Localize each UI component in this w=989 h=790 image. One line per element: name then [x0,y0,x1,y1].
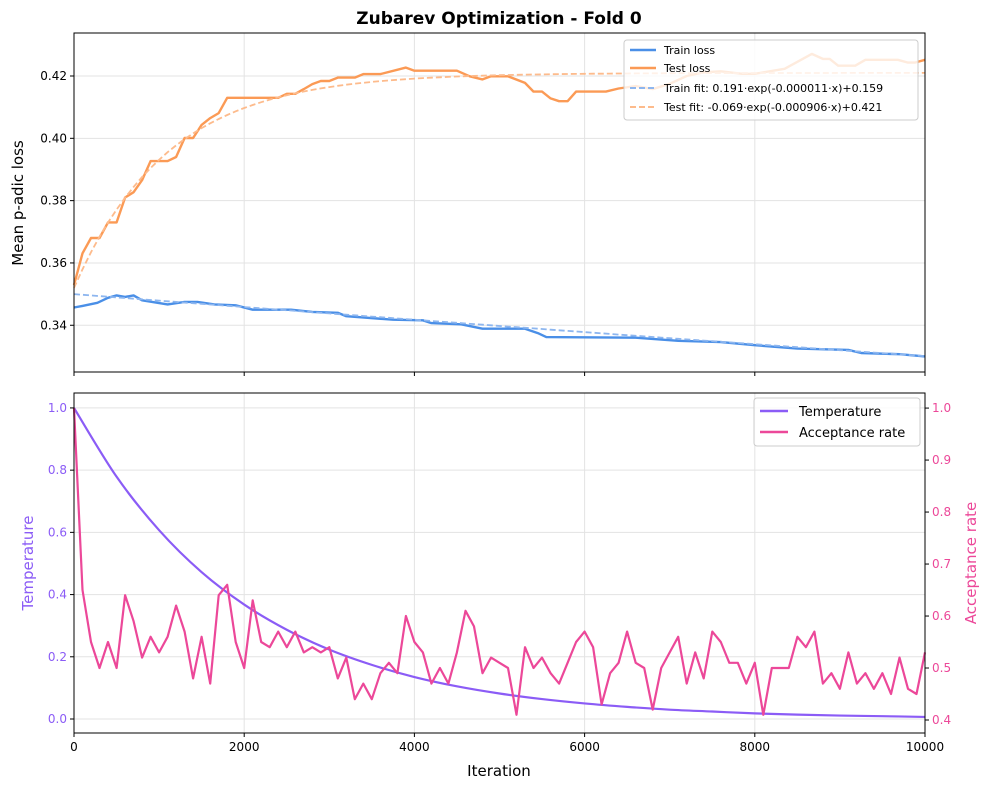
top-axes-frame [73,32,926,373]
legend-label-test-loss: Test loss [663,62,711,75]
right-y-tick-label: 0.7 [932,557,951,571]
chart-title: Zubarev Optimization - Fold 0 [356,9,642,29]
right-y-tick-label: 1.0 [932,401,951,415]
x-tick-label: 8000 [740,740,771,754]
right-y-tick-label: 0.9 [932,453,951,467]
left-y-tick-label: 0.4 [48,588,67,602]
legend-label-train-loss: Train loss [663,44,715,57]
right-y-tick-label: 0.6 [932,609,951,623]
bottom-plot-lines [72,407,927,719]
left-y-tick-label: 0.0 [48,712,67,726]
bottom-left-y-axis-label: Temperature [19,515,37,611]
left-y-tick-label: 1.0 [48,401,67,415]
right-y-tick-label: 0.8 [932,505,951,519]
legend-label-acceptance-rate: Acceptance rate [799,426,905,441]
y-tick-label: 0.34 [40,318,67,332]
bottom-axes-frame [73,392,926,734]
x-tick-label: 2000 [229,740,260,754]
bottom-right-y-axis-label: Acceptance rate [962,502,980,625]
legend-label-temperature: Temperature [798,405,881,420]
left-y-tick-label: 0.6 [48,525,67,539]
axis-ticks: 0.34 0.36 0.38 0.40 0.42 0 2000 4000 6000 8000 100… [40,69,951,754]
x-axis-label: Iteration [467,762,531,780]
legend-label-train-fit: Train fit: 0.191·exp(-0.000011·x)+0.159 [663,82,883,95]
y-tick-label: 0.42 [40,69,67,83]
left-y-tick-label: 0.8 [48,463,67,477]
bottom-legend: Temperature Acceptance rate [753,397,921,447]
top-y-axis-label: Mean p-adic loss [9,140,27,266]
right-y-tick-label: 0.5 [932,661,951,675]
x-tick-label: 4000 [399,740,430,754]
right-y-tick-label: 0.4 [932,713,951,727]
top-legend: Train loss Test loss Train fit: 0.191·ex… [623,39,919,121]
y-tick-label: 0.36 [40,256,67,270]
x-tick-label: 10000 [906,740,944,754]
series-line-acceptance-rate [72,408,927,716]
x-tick-label: 0 [70,740,78,754]
left-y-tick-label: 0.2 [48,650,67,664]
y-tick-label: 0.38 [40,194,67,208]
x-tick-label: 6000 [569,740,600,754]
y-tick-label: 0.40 [40,131,67,145]
series-line-train-fit [73,293,926,357]
legend-label-test-fit: Test fit: -0.069·exp(-0.000906·x)+0.421 [663,101,882,114]
series-line-temperature [73,407,926,719]
